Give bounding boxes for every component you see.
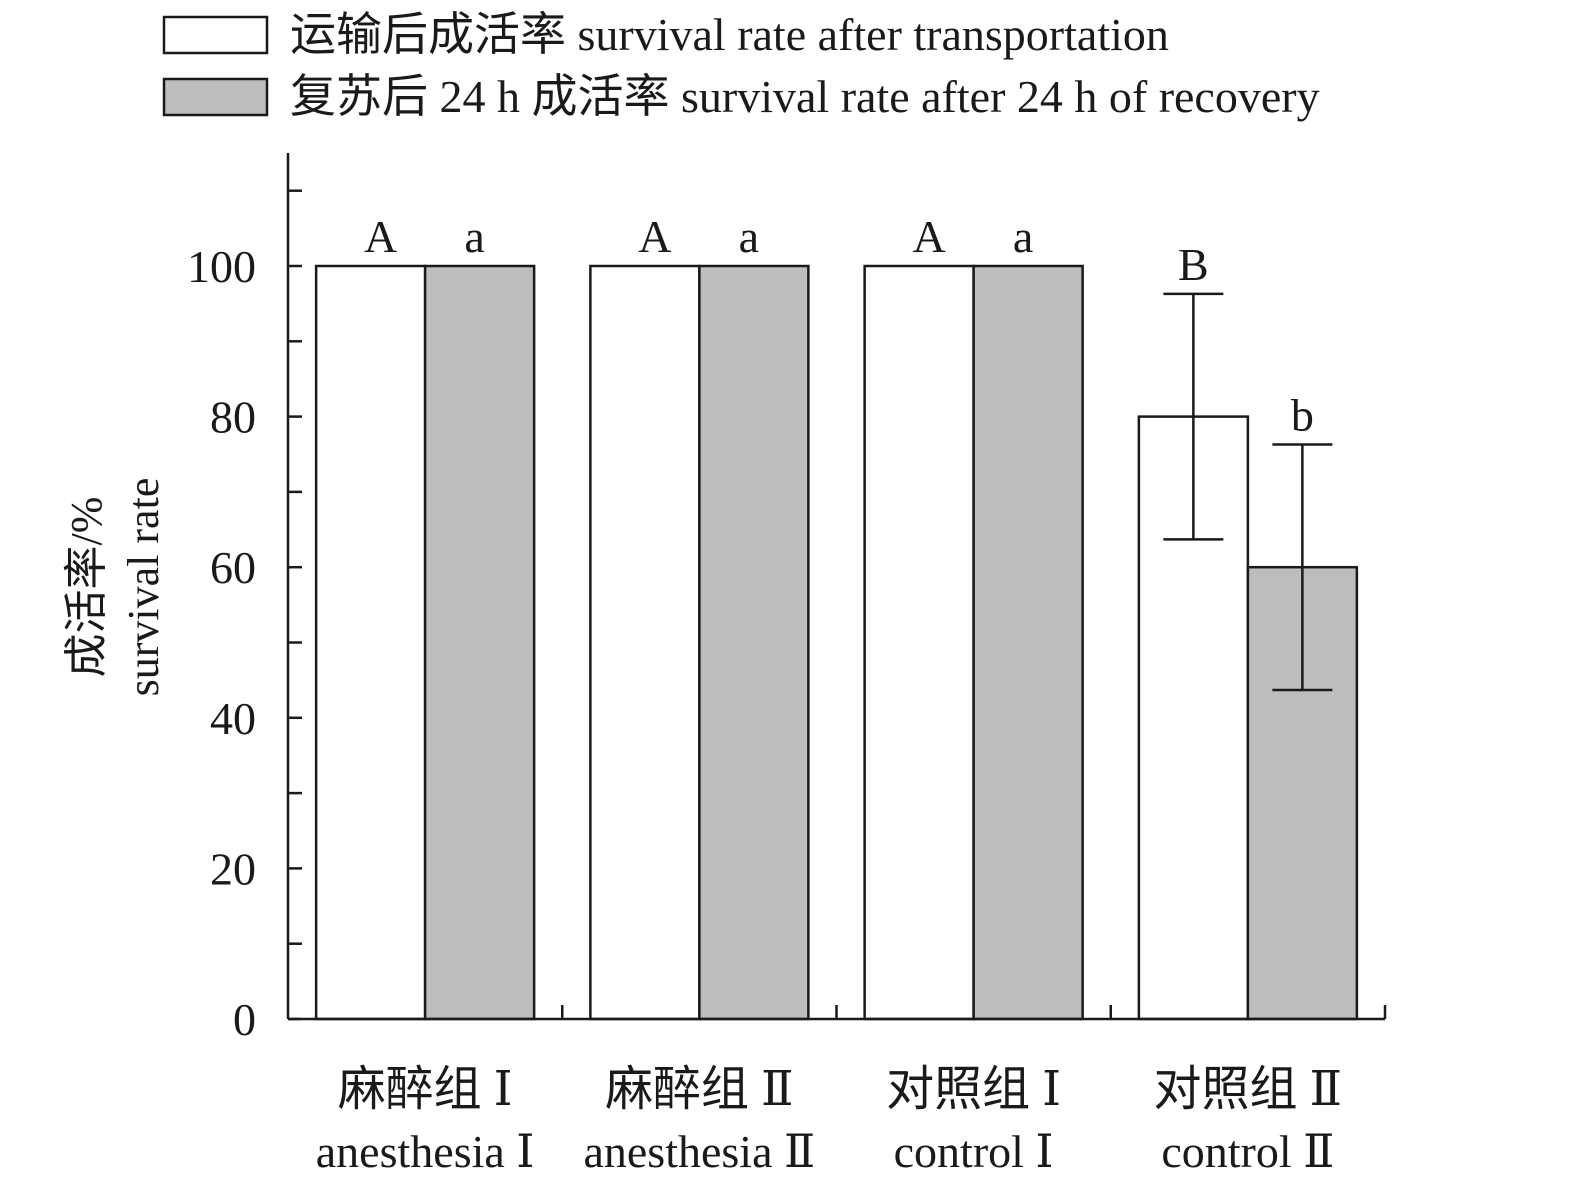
significance-labels: A A A Ba a a b bbox=[364, 211, 1314, 440]
significance-label-series1-cat1: A bbox=[364, 211, 397, 262]
y-axis-title-en: survival rate bbox=[119, 478, 168, 697]
x-tick-label-cn-2: 麻醉组 Ⅱ bbox=[605, 1063, 794, 1116]
legend-swatch-series1 bbox=[162, 15, 269, 55]
y-tick-label-20: 20 bbox=[210, 843, 256, 894]
legend-label-series2: 复苏后 24 h 成活率 survival rate after 24 h of… bbox=[290, 71, 1320, 122]
y-tick-label-40: 40 bbox=[210, 693, 256, 744]
x-tick-label-cn-3: 对照组 Ⅰ bbox=[886, 1063, 1061, 1116]
y-tick-label-100: 100 bbox=[187, 241, 256, 292]
y-axis-title: 成活率/% survival rate bbox=[62, 478, 168, 697]
significance-label-series2-cat3: a bbox=[1013, 211, 1033, 262]
significance-label-series2-cat1: a bbox=[464, 211, 484, 262]
bar-series2-cat1 bbox=[423, 264, 536, 1021]
significance-label-series1-cat2: A bbox=[638, 211, 671, 262]
bar-series1-cat3 bbox=[863, 264, 975, 1021]
x-tick-label-cn-1: 麻醉组 Ⅰ bbox=[338, 1063, 513, 1116]
x-tick-label-en-2: anesthesia Ⅱ bbox=[583, 1126, 815, 1177]
y-tick-label-0: 0 bbox=[233, 994, 256, 1045]
x-tick-label-cn-4: 对照组 Ⅱ bbox=[1154, 1063, 1343, 1116]
bars bbox=[314, 264, 1359, 1021]
significance-label-series2-cat2: a bbox=[739, 211, 759, 262]
legend-swatch-series2 bbox=[162, 77, 269, 117]
significance-label-series1-cat4: B bbox=[1178, 239, 1209, 290]
y-tick-label-80: 80 bbox=[210, 392, 256, 443]
axes: 0 20 40 60 80 100 麻醉组 Ⅰ anesthesia Ⅰ 麻醉组 Ⅱ anesth… bbox=[187, 153, 1387, 1177]
legend: 运输后成活率 survival rate after transportatio… bbox=[162, 9, 1320, 122]
legend-label-series1: 运输后成活率 survival rate after transportatio… bbox=[290, 9, 1169, 60]
bar-series1-cat2 bbox=[589, 264, 701, 1021]
bar-series2-cat2 bbox=[698, 264, 810, 1021]
y-tick-label-60: 60 bbox=[210, 542, 256, 593]
x-tick-label-en-4: control Ⅱ bbox=[1161, 1126, 1334, 1177]
bar-series2-cat3 bbox=[972, 264, 1084, 1021]
y-axis-title-cn: 成活率/% bbox=[62, 497, 111, 678]
significance-label-series1-cat3: A bbox=[913, 211, 946, 262]
x-tick-label-en-3: control Ⅰ bbox=[894, 1126, 1054, 1177]
x-tick-label-en-1: anesthesia Ⅰ bbox=[316, 1126, 535, 1177]
bar-series1-cat1 bbox=[314, 264, 427, 1021]
significance-label-series2-cat4: b bbox=[1291, 389, 1314, 440]
